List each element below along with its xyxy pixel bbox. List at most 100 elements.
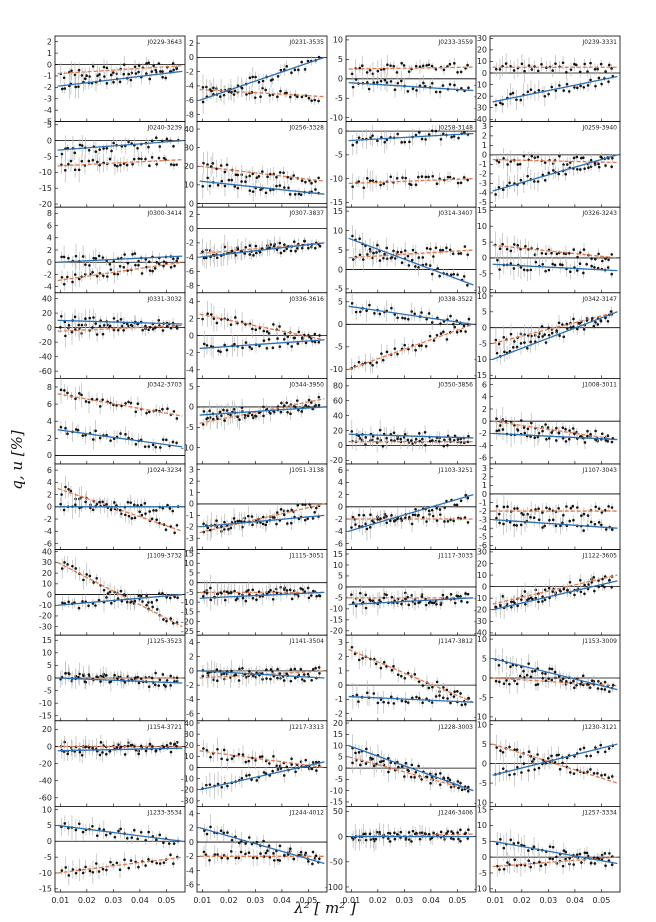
data-point-q: [78, 392, 81, 395]
data-point-q: [604, 70, 607, 73]
panel-label: J0326-3243: [582, 210, 618, 217]
data-point-u: [511, 91, 515, 95]
data-point-u: [292, 336, 296, 340]
data-point-q: [282, 171, 285, 175]
data-point-u: [420, 595, 424, 598]
data-point-q: [161, 70, 164, 73]
data-point-u: [309, 594, 313, 597]
data-point-u: [267, 338, 271, 341]
data-point-u: [94, 604, 97, 607]
data-point-u: [579, 84, 582, 88]
data-point-q: [435, 182, 439, 186]
data-point-u: [512, 600, 515, 604]
y-tick-label: 5: [189, 382, 194, 391]
data-point-u: [355, 693, 359, 697]
data-point-q: [59, 326, 62, 329]
data-point-q: [414, 348, 417, 352]
data-point-u: [430, 508, 434, 512]
panel-label: J1109-3732: [147, 553, 183, 560]
data-point-q: [157, 156, 161, 160]
data-point-u: [509, 262, 513, 265]
data-point-u: [306, 517, 310, 520]
data-point-u: [541, 173, 545, 177]
data-point-q: [424, 344, 428, 348]
data-point-q: [137, 157, 141, 160]
data-point-u: [101, 675, 105, 678]
data-point-u: [421, 701, 424, 704]
data-point-u: [516, 429, 520, 432]
data-point-q: [386, 63, 389, 66]
data-point-u: [452, 695, 456, 698]
data-point-q: [95, 502, 99, 506]
data-point-u: [240, 86, 244, 90]
data-point-u: [258, 344, 261, 348]
data-point-u: [215, 256, 219, 260]
data-point-q: [371, 519, 374, 522]
data-point-q: [105, 275, 109, 278]
y-tick-label: 20: [333, 426, 343, 435]
data-point-u: [503, 350, 506, 354]
y-tick-label: 20: [477, 559, 487, 568]
y-tick-label: 5: [482, 654, 487, 663]
data-point-u: [168, 507, 172, 510]
data-point-q: [77, 168, 81, 172]
data-point-q: [317, 176, 320, 180]
u-model-line: [492, 580, 618, 611]
data-point-q: [513, 340, 516, 343]
data-point-q: [202, 161, 205, 165]
data-point-q: [519, 419, 523, 422]
data-point-u: [534, 596, 538, 600]
u-model-line: [57, 677, 183, 684]
u-model-line: [492, 518, 618, 529]
data-point-q: [261, 677, 264, 681]
data-point-u: [495, 351, 499, 355]
data-point-q: [161, 329, 165, 332]
data-point-q: [144, 157, 147, 161]
data-point-q: [365, 177, 369, 180]
data-point-q: [414, 183, 418, 186]
data-point-u: [254, 75, 257, 79]
data-point-u: [77, 323, 81, 327]
data-point-u: [99, 680, 102, 683]
data-point-q: [361, 656, 364, 660]
data-point-q: [583, 62, 587, 66]
data-point-q: [317, 340, 321, 344]
data-point-u: [272, 244, 276, 248]
u-model-line: [199, 180, 325, 195]
u-model-line: [348, 597, 474, 606]
data-point-u: [303, 518, 307, 522]
data-point-u: [241, 666, 244, 670]
y-tick-label: 15: [42, 636, 52, 645]
panel-label: J0342-3147: [582, 296, 618, 303]
data-point-u: [155, 261, 159, 264]
data-point-u: [439, 138, 443, 141]
data-point-q: [223, 419, 226, 422]
data-point-q: [314, 506, 318, 510]
data-point-u: [161, 438, 165, 441]
y-tick-label: -5: [44, 686, 52, 695]
data-point-q: [310, 245, 313, 249]
data-point-u: [558, 334, 561, 337]
data-point-q: [152, 64, 156, 68]
data-point-u: [554, 524, 558, 528]
y-tick-label: -4: [44, 106, 52, 115]
data-point-q: [289, 95, 292, 99]
data-point-q: [302, 673, 306, 676]
data-point-q: [498, 680, 501, 684]
data-point-q: [122, 328, 125, 332]
data-point-q: [574, 63, 578, 67]
data-point-u: [108, 262, 112, 266]
panel-frame: [345, 292, 477, 379]
data-point-u: [519, 178, 523, 182]
data-point-q: [244, 245, 248, 249]
data-point-u: [364, 606, 368, 610]
data-point-u: [575, 327, 579, 331]
data-point-u: [452, 135, 456, 138]
data-point-u: [610, 272, 614, 276]
data-point-u: [310, 678, 313, 682]
data-point-q: [73, 168, 77, 172]
data-point-u: [417, 266, 420, 269]
u-model-line: [57, 70, 183, 87]
data-point-u: [59, 502, 62, 506]
data-point-u: [573, 432, 576, 436]
